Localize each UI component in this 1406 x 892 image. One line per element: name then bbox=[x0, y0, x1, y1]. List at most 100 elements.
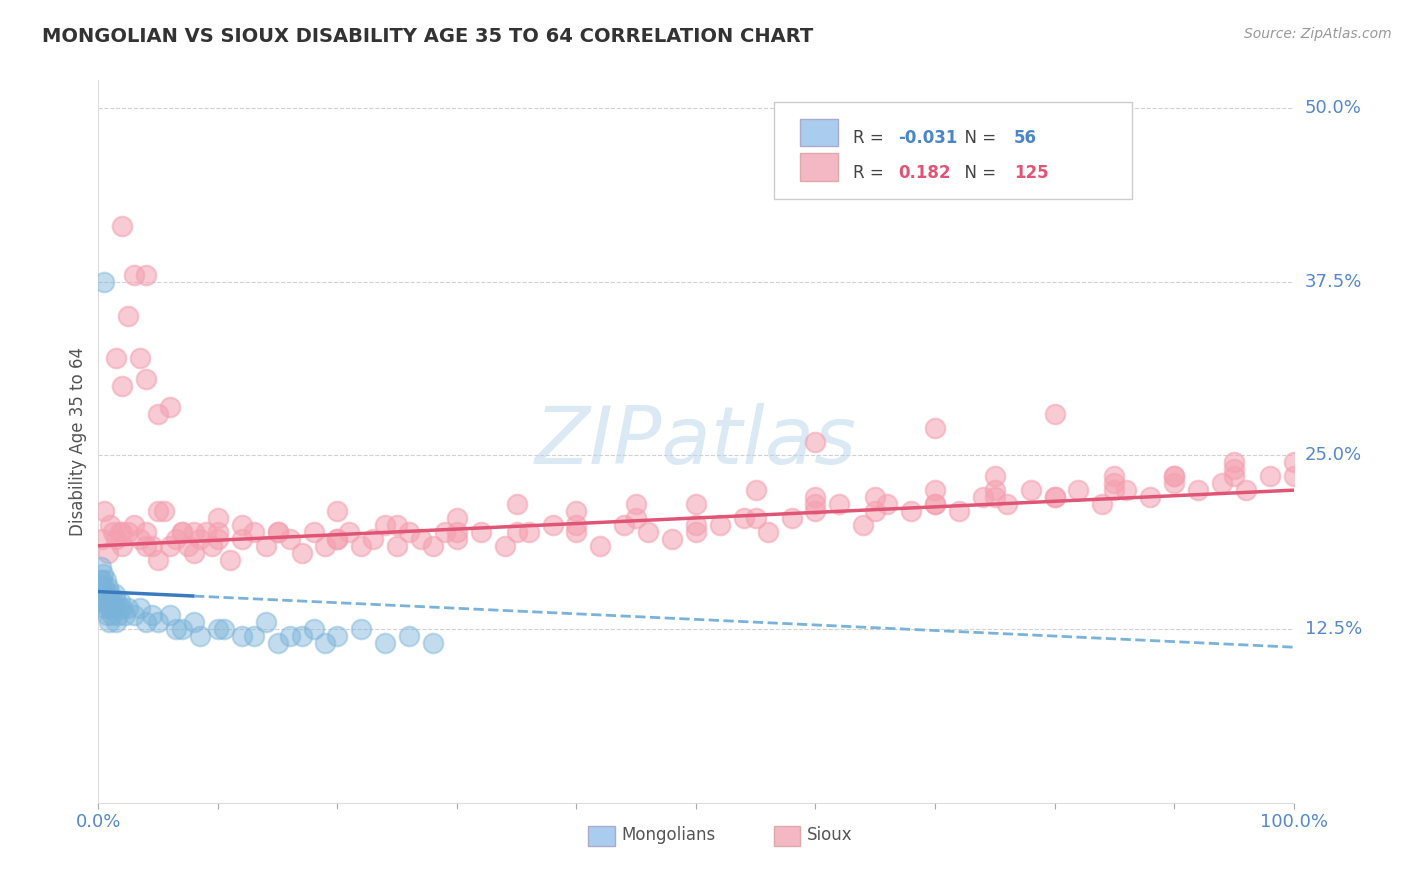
Point bbox=[111, 524, 134, 539]
Point bbox=[124, 608, 146, 623]
Point bbox=[207, 524, 229, 539]
Point bbox=[183, 524, 205, 539]
Point bbox=[745, 483, 768, 498]
Point bbox=[350, 622, 373, 636]
Point bbox=[93, 504, 115, 518]
Text: R =: R = bbox=[852, 164, 889, 182]
Point bbox=[780, 511, 803, 525]
Point bbox=[948, 504, 970, 518]
Point bbox=[111, 379, 134, 393]
FancyBboxPatch shape bbox=[800, 119, 838, 146]
Point bbox=[804, 434, 827, 449]
Point bbox=[565, 524, 588, 539]
Point bbox=[207, 622, 229, 636]
Point bbox=[165, 532, 187, 546]
Point bbox=[1223, 469, 1246, 483]
Point bbox=[1104, 483, 1126, 498]
Point bbox=[924, 497, 946, 511]
Point bbox=[207, 532, 229, 546]
Point bbox=[135, 615, 157, 630]
Point bbox=[91, 574, 114, 588]
Point bbox=[195, 524, 218, 539]
Point bbox=[201, 539, 224, 553]
Point bbox=[1163, 469, 1185, 483]
Point bbox=[207, 511, 229, 525]
Point bbox=[111, 219, 134, 234]
Point bbox=[98, 587, 122, 601]
Point bbox=[93, 601, 115, 615]
Point bbox=[98, 601, 122, 615]
Point bbox=[267, 524, 290, 539]
Point bbox=[117, 601, 139, 615]
Point bbox=[984, 490, 1007, 504]
Point bbox=[302, 622, 325, 636]
Point bbox=[188, 532, 211, 546]
Point bbox=[97, 546, 120, 560]
Point bbox=[141, 608, 163, 623]
Text: 56: 56 bbox=[1014, 129, 1036, 147]
Point bbox=[422, 636, 444, 650]
Point bbox=[212, 622, 235, 636]
Point bbox=[243, 524, 266, 539]
Point bbox=[105, 532, 128, 546]
Point bbox=[1223, 455, 1246, 469]
Point bbox=[159, 539, 181, 553]
Point bbox=[153, 504, 176, 518]
Point bbox=[141, 539, 163, 553]
Point bbox=[733, 511, 755, 525]
Point bbox=[924, 420, 946, 434]
Point bbox=[626, 497, 648, 511]
Text: N =: N = bbox=[955, 164, 1001, 182]
Point bbox=[105, 351, 128, 366]
Point bbox=[104, 587, 127, 601]
Point bbox=[111, 601, 134, 615]
Point bbox=[108, 594, 131, 608]
Point bbox=[101, 524, 124, 539]
Text: -0.031: -0.031 bbox=[898, 129, 957, 147]
Point bbox=[995, 497, 1018, 511]
Point bbox=[159, 400, 181, 414]
Point bbox=[231, 629, 253, 643]
Point bbox=[494, 539, 516, 553]
Y-axis label: Disability Age 35 to 64: Disability Age 35 to 64 bbox=[69, 347, 87, 536]
Point bbox=[100, 608, 122, 623]
Text: 37.5%: 37.5% bbox=[1305, 273, 1362, 291]
Point bbox=[565, 504, 588, 518]
Text: 0.182: 0.182 bbox=[898, 164, 950, 182]
Point bbox=[589, 539, 612, 553]
Text: R =: R = bbox=[852, 129, 889, 147]
Point bbox=[326, 532, 349, 546]
Point bbox=[374, 636, 396, 650]
Point bbox=[385, 517, 409, 532]
Point bbox=[98, 594, 121, 608]
Point bbox=[165, 622, 187, 636]
Point bbox=[172, 524, 194, 539]
Point bbox=[1234, 483, 1257, 498]
Point bbox=[1043, 490, 1066, 504]
Point bbox=[506, 524, 529, 539]
Point bbox=[1091, 497, 1114, 511]
Point bbox=[93, 581, 115, 595]
Point bbox=[96, 608, 118, 623]
Point bbox=[446, 532, 468, 546]
Point bbox=[1282, 455, 1305, 469]
Point bbox=[183, 546, 205, 560]
Point bbox=[434, 524, 457, 539]
Point bbox=[124, 517, 146, 532]
Point bbox=[1211, 476, 1233, 491]
Point bbox=[1258, 469, 1281, 483]
Point bbox=[108, 524, 131, 539]
Text: Mongolians: Mongolians bbox=[621, 826, 716, 845]
Point bbox=[278, 532, 301, 546]
Point bbox=[446, 524, 468, 539]
Point bbox=[124, 268, 146, 282]
Point bbox=[446, 511, 468, 525]
Point bbox=[804, 504, 827, 518]
Point bbox=[101, 594, 124, 608]
Point bbox=[177, 539, 200, 553]
Point bbox=[661, 532, 683, 546]
Point bbox=[470, 524, 492, 539]
Point bbox=[756, 524, 779, 539]
Point bbox=[1163, 469, 1185, 483]
Point bbox=[363, 532, 385, 546]
